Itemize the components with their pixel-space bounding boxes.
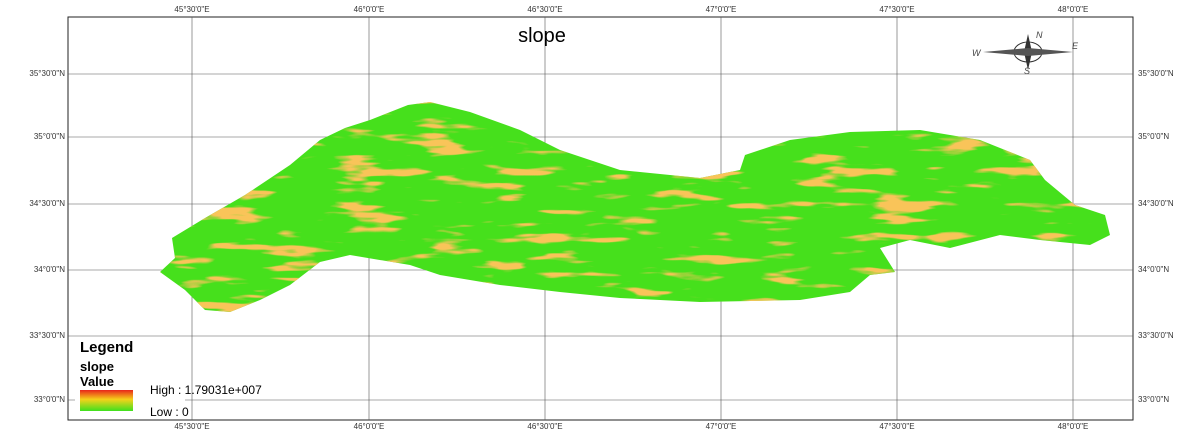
latitude-label: 33°30'0"N	[1138, 331, 1174, 340]
latitude-label: 34°0'0"N	[34, 265, 65, 274]
longitude-label: 45°30'0"E	[174, 5, 209, 14]
longitude-label: 46°30'0"E	[527, 5, 562, 14]
compass-label: W	[972, 48, 982, 58]
compass-label: S	[1024, 66, 1030, 76]
compass-label: N	[1036, 30, 1043, 40]
legend-low: Low : 0	[150, 405, 189, 419]
longitude-label: 46°0'0"E	[354, 5, 385, 14]
latitude-label: 33°0'0"N	[34, 395, 65, 404]
latitude-label: 33°30'0"N	[29, 331, 65, 340]
legend-field: Value	[80, 374, 114, 389]
longitude-label: 48°0'0"E	[1058, 422, 1089, 431]
legend-heading: Legend	[80, 339, 133, 356]
longitude-label: 46°0'0"E	[354, 422, 385, 431]
compass: N E S W	[972, 30, 1079, 76]
longitude-label: 47°0'0"E	[706, 5, 737, 14]
compass-label: E	[1072, 41, 1079, 51]
longitude-label: 45°30'0"E	[174, 422, 209, 431]
longitude-label: 47°0'0"E	[706, 422, 737, 431]
latitude-label: 35°30'0"N	[1138, 69, 1174, 78]
legend-ramp	[80, 390, 133, 411]
longitude-label: 48°0'0"E	[1058, 5, 1089, 14]
legend: Legend slope Value High : 1.79031e+007 L…	[75, 338, 262, 419]
legend-layer: slope	[80, 359, 114, 374]
longitude-label: 47°30'0"E	[879, 5, 914, 14]
longitude-label: 46°30'0"E	[527, 422, 562, 431]
latitude-label: 35°0'0"N	[34, 132, 65, 141]
legend-high: High : 1.79031e+007	[150, 383, 262, 397]
longitude-label: 47°30'0"E	[879, 422, 914, 431]
latitude-label: 34°30'0"N	[1138, 199, 1174, 208]
latitude-label: 33°0'0"N	[1138, 395, 1169, 404]
latitude-label: 34°0'0"N	[1138, 265, 1169, 274]
latitude-label: 35°30'0"N	[29, 69, 65, 78]
latitude-label: 35°0'0"N	[1138, 132, 1169, 141]
latitude-label: 34°30'0"N	[29, 199, 65, 208]
map-title: slope	[518, 25, 566, 47]
